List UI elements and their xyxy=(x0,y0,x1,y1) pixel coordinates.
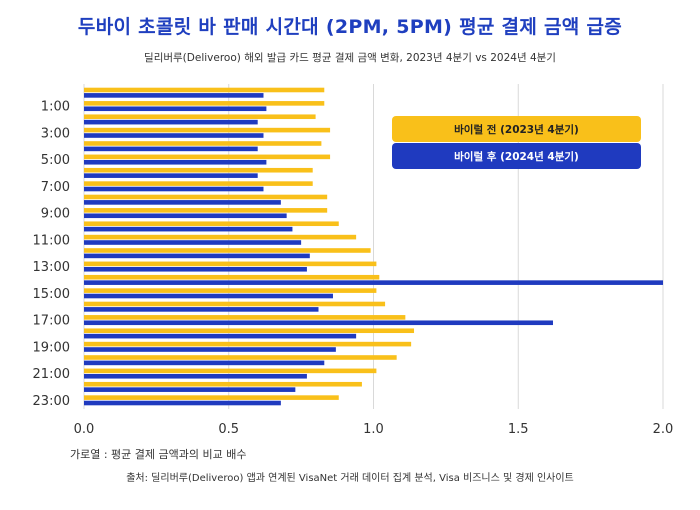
bar-after xyxy=(84,119,258,125)
bar-before xyxy=(84,301,386,307)
bar-after xyxy=(84,360,325,366)
bar-before xyxy=(84,87,325,93)
y-tick-label: 23:00 xyxy=(33,394,70,409)
bar-after xyxy=(84,400,281,406)
bar-before xyxy=(84,381,362,387)
bars xyxy=(84,87,663,406)
bar-before xyxy=(84,261,377,267)
y-tick-label: 21:00 xyxy=(33,367,70,382)
bar-before xyxy=(84,274,380,280)
y-tick-label: 3:00 xyxy=(41,126,70,141)
bar-before xyxy=(84,395,339,400)
bar-after xyxy=(84,159,267,165)
bar-before xyxy=(84,355,397,360)
bar-after xyxy=(84,333,357,339)
x-tick-label: 1.0 xyxy=(363,422,384,437)
bar-after xyxy=(84,266,307,272)
x-axis-label: 가로열 : 평균 결제 금액과의 비교 배수 xyxy=(70,448,247,461)
x-tick-label: 1.5 xyxy=(508,422,529,437)
bar-before xyxy=(84,141,322,146)
y-tick-label: 17:00 xyxy=(33,314,70,329)
x-tick-label: 2.0 xyxy=(653,422,674,437)
y-tick-label: 15:00 xyxy=(33,287,70,302)
bar-after xyxy=(84,253,310,259)
bar-before xyxy=(84,315,406,320)
bar-before xyxy=(84,181,313,186)
bar-before xyxy=(84,288,377,293)
y-tick-label: 5:00 xyxy=(41,153,70,168)
bar-before xyxy=(84,101,325,106)
source-note: 출처: 딜리버루(Deliveroo) 앱과 연계된 VisaNet 거래 데이… xyxy=(126,473,574,484)
bar-after xyxy=(84,280,663,285)
legend-after: 바이럴 후 (2024년 4분기) xyxy=(392,143,641,169)
bar-after xyxy=(84,387,296,392)
bar-after xyxy=(84,133,264,138)
x-tick-labels: 0.0 0.5 1.0 1.5 2.0 xyxy=(74,422,674,437)
bar-after xyxy=(84,320,553,326)
bar-after xyxy=(84,146,258,152)
y-tick-label: 1:00 xyxy=(41,100,70,115)
bar-after xyxy=(84,106,267,112)
bar-before xyxy=(84,234,357,240)
legend-before: 바이럴 전 (2023년 4분기) xyxy=(392,116,641,142)
bar-after xyxy=(84,226,293,232)
bar-after xyxy=(84,173,258,178)
x-tick-label: 0.0 xyxy=(74,422,95,437)
bar-before xyxy=(84,114,316,120)
bar-before xyxy=(84,194,328,200)
y-tick-labels: 1:00 3:00 5:00 7:00 9:00 11:00 13:00 15:00 17:00… xyxy=(33,100,70,409)
bar-before xyxy=(84,127,331,133)
bar-after xyxy=(84,293,333,299)
y-tick-label: 11:00 xyxy=(33,233,70,248)
bar-before xyxy=(84,328,415,334)
bar-after xyxy=(84,307,319,312)
y-tick-label: 19:00 xyxy=(33,340,70,355)
bar-after xyxy=(84,347,336,352)
y-tick-label: 7:00 xyxy=(41,180,70,195)
bar-after xyxy=(84,240,302,245)
bar-before xyxy=(84,221,339,227)
chart-title: 두바이 초콜릿 바 판매 시간대 (2PM, 5PM) 평균 결제 금액 급증 xyxy=(77,16,623,38)
bar-after xyxy=(84,373,307,379)
bar-after xyxy=(84,200,281,205)
bar-before xyxy=(84,154,331,160)
bar-before xyxy=(84,208,328,213)
bar-before xyxy=(84,368,377,374)
chart-subtitle: 딜리버루(Deliveroo) 해외 발급 카드 평균 결제 금액 변화, 20… xyxy=(144,52,556,64)
bar-before xyxy=(84,341,412,347)
bar-before xyxy=(84,167,313,173)
x-tick-label: 0.5 xyxy=(218,422,239,437)
bar-before xyxy=(84,248,371,253)
y-tick-label: 9:00 xyxy=(41,207,70,222)
bar-after xyxy=(84,213,287,219)
bar-after xyxy=(84,93,264,98)
bar-after xyxy=(84,186,264,192)
y-tick-label: 13:00 xyxy=(33,260,70,275)
